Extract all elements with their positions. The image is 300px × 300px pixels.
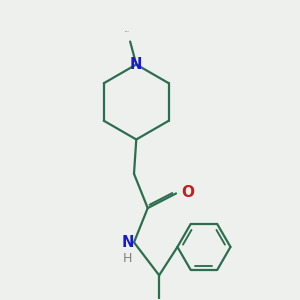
- Text: H: H: [123, 252, 132, 266]
- Text: O: O: [182, 185, 195, 200]
- Text: methyl: methyl: [125, 31, 130, 32]
- Text: N: N: [122, 235, 134, 250]
- Text: N: N: [130, 57, 142, 72]
